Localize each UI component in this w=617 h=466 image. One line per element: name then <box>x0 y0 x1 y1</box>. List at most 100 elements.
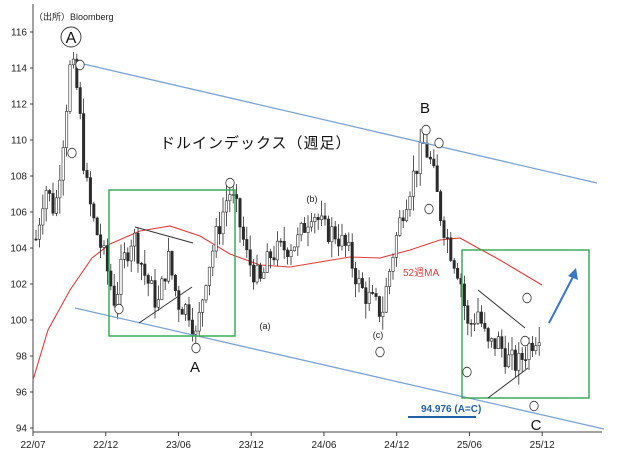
candle-body <box>224 200 228 213</box>
candle-body <box>333 226 337 240</box>
y-tick-label: 102 <box>10 280 27 291</box>
candle-body <box>228 194 232 202</box>
candle-body <box>68 64 72 112</box>
candle-body <box>150 280 154 284</box>
candle-body <box>350 242 354 269</box>
wave-marker-icon <box>225 177 235 189</box>
candle-body <box>292 246 296 251</box>
candle-body <box>133 232 137 247</box>
y-tick-label: 104 <box>10 244 27 255</box>
sub-wave-label: (c) <box>373 330 384 340</box>
candle-body <box>116 294 120 306</box>
candle-body <box>530 342 534 351</box>
candle-body <box>173 274 177 291</box>
wave-marker-icon <box>75 59 85 71</box>
y-tick-label: 112 <box>11 100 27 111</box>
candle-body <box>48 190 52 194</box>
candle-body <box>201 299 205 313</box>
candle-body <box>394 235 398 258</box>
candle-body <box>207 266 211 286</box>
candle-body <box>105 245 109 272</box>
candle-body <box>510 349 514 356</box>
wave-b-label: B <box>420 100 430 117</box>
candle-body <box>248 249 252 266</box>
candle-body <box>65 111 69 148</box>
triangle-c-upper-line <box>477 289 526 329</box>
candle-body <box>126 252 130 262</box>
candle-body <box>449 237 453 261</box>
candle-body <box>357 278 361 285</box>
candle-body <box>71 58 75 66</box>
candle-body <box>442 220 446 238</box>
wave-c-box <box>461 249 590 399</box>
candle-body <box>500 336 504 349</box>
candle-body <box>44 190 48 210</box>
y-tick-label: 116 <box>11 28 27 39</box>
candle-body <box>282 241 286 251</box>
candle-body <box>143 263 147 276</box>
candle-body <box>476 311 480 324</box>
wave-a-top-label-text: A <box>66 30 77 47</box>
candle-body <box>469 323 473 325</box>
candle-body <box>432 158 436 167</box>
x-tick-label: 24/12 <box>384 440 409 451</box>
candle-body <box>275 240 279 261</box>
wave-marker-icon <box>421 124 431 136</box>
triangle-lower-line <box>138 286 193 324</box>
candle-body <box>78 87 82 114</box>
wave-marker-icon <box>462 366 472 378</box>
upper-channel-line <box>74 61 598 184</box>
candle-body <box>527 342 531 360</box>
candle-body <box>486 328 490 342</box>
candle-body <box>187 304 191 321</box>
candle-body <box>51 193 55 214</box>
candle-body <box>524 359 528 361</box>
candle-body <box>398 217 402 236</box>
candle-body <box>177 290 181 310</box>
candle-body <box>452 260 456 269</box>
wave-marker-icon <box>520 335 530 347</box>
candle-body <box>37 224 41 240</box>
candle-body <box>425 142 429 158</box>
candle-body <box>122 252 126 260</box>
x-tick-label: 24/06 <box>311 440 336 451</box>
candle-body <box>405 209 409 222</box>
wave-c-label: C <box>531 417 542 434</box>
y-tick-label: 108 <box>10 172 27 183</box>
candle-body <box>279 240 283 243</box>
candle-body <box>299 223 303 236</box>
candle-body <box>218 226 222 235</box>
wave-marker-icon <box>434 137 444 149</box>
overlays <box>74 61 605 430</box>
candle-body <box>258 265 262 279</box>
candle-body <box>483 323 487 329</box>
candle-body <box>82 113 86 171</box>
candle-body <box>415 170 419 174</box>
candle-body <box>245 239 249 251</box>
wave-marker-icon <box>114 303 124 315</box>
candle-body <box>517 353 521 371</box>
candle-body <box>462 283 466 307</box>
ma-line-path <box>32 225 543 381</box>
candle-body <box>367 291 371 304</box>
candle-body <box>167 251 171 282</box>
candle-body <box>490 338 494 342</box>
wave-marker-icon <box>67 147 77 159</box>
y-tick-label: 110 <box>11 136 27 147</box>
candle-body <box>221 211 225 235</box>
candle-body <box>507 354 511 368</box>
candle-body <box>269 251 273 258</box>
candle-body <box>286 249 290 257</box>
forecast-arrow <box>548 272 576 324</box>
candle-body <box>231 194 235 196</box>
candle-body <box>309 221 313 228</box>
wave-a-label: A <box>190 359 200 376</box>
wave-a-box <box>108 189 236 337</box>
wave-marker-icon <box>375 346 385 358</box>
candle-body <box>473 322 477 325</box>
x-tick-label: 22/07 <box>20 440 45 451</box>
candle-body <box>388 271 392 287</box>
candle-body <box>340 234 344 247</box>
candle-body <box>289 250 293 257</box>
